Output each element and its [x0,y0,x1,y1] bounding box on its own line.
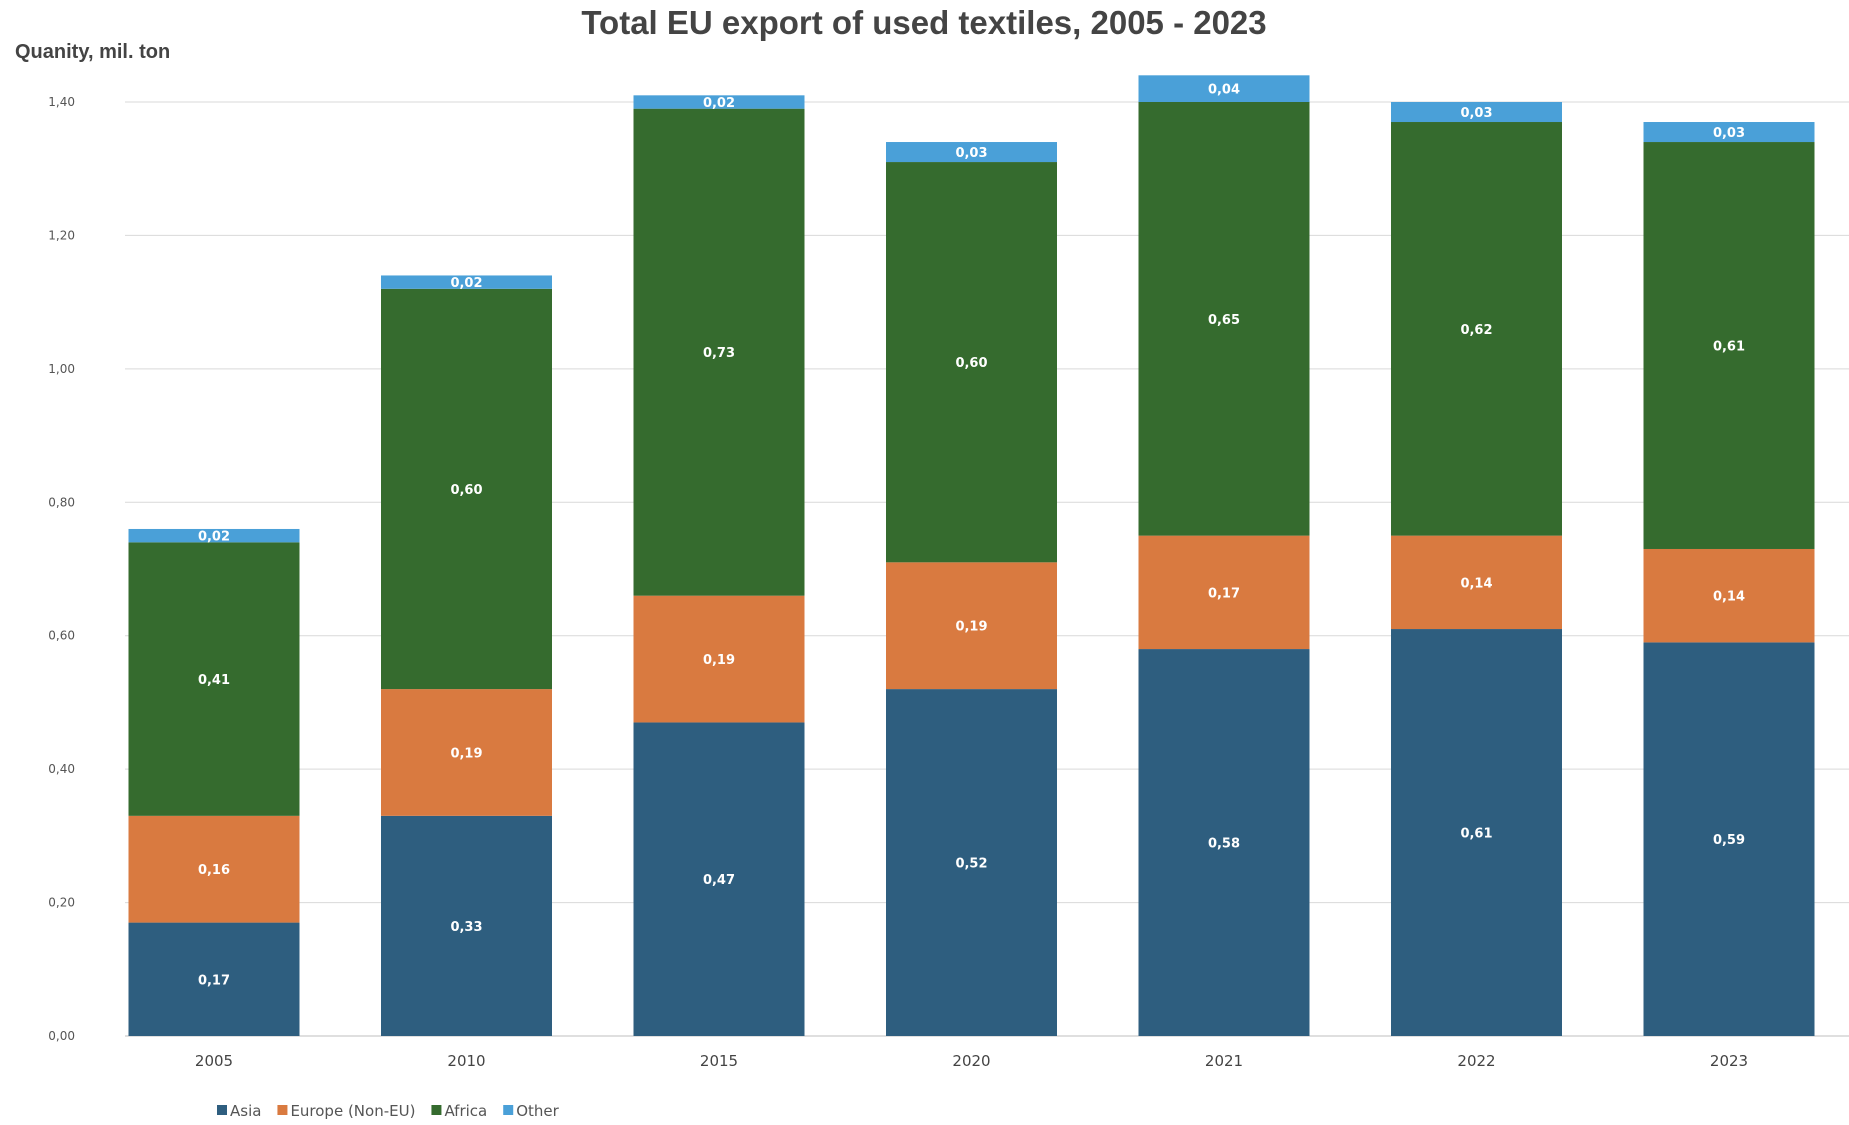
legend: Asia Europe (Non-EU) Africa Other [217,1102,560,1120]
data-label: 0,19 [955,620,987,635]
bar-africa-2020 [886,162,1057,563]
bar-asia-2015 [633,722,805,1036]
data-label: 0,62 [1460,323,1492,338]
data-label: 0,65 [1208,313,1240,328]
x-tick-label: 2022 [1457,1052,1495,1070]
y-tick-label: 0,80 [48,495,75,509]
legend-swatch [431,1105,442,1115]
x-tick-label: 2020 [952,1052,990,1070]
x-axis-ticks: 2005 2010 2015 2020 2021 2022 2023 [195,1052,1748,1070]
legend-label: Asia [230,1102,261,1120]
bar-africa-2023 [1643,142,1815,549]
data-label: 0,02 [703,96,735,111]
y-tick-label: 0,00 [48,1029,75,1043]
data-label: 0,17 [198,973,230,988]
x-tick-label: 2010 [447,1052,485,1070]
data-label: 0,33 [450,920,482,935]
data-label: 0,58 [1208,837,1240,852]
x-tick-label: 2021 [1205,1052,1243,1070]
x-tick-label: 2023 [1710,1052,1748,1070]
y-tick-label: 1,00 [48,362,75,376]
data-label: 0,03 [955,146,987,161]
bar-africa-2022 [1391,122,1562,536]
y-tick-label: 1,40 [48,95,75,109]
y-axis-label: Quanity, mil. ton [15,41,170,63]
x-tick-label: 2005 [195,1052,233,1070]
y-tick-label: 0,40 [48,762,75,776]
legend-label: Other [516,1102,559,1120]
bars [128,75,1815,1036]
data-label: 0,61 [1713,340,1745,355]
bar-asia-2020 [886,689,1057,1036]
data-label: 0,61 [1460,827,1492,842]
bar-europe-non-eu-2023 [1643,548,1815,643]
bar-africa-2015 [633,108,805,596]
data-label: 0,60 [955,356,987,371]
data-labels: 0,17 0,16 0,41 0,02 0,33 0,19 0,60 0,02 0,47 0,19… [198,83,1745,989]
data-label: 0,14 [1460,576,1492,591]
data-label: 0,02 [450,276,482,291]
data-label: 0,03 [1460,106,1492,121]
data-label: 0,02 [198,530,230,545]
data-label: 0,03 [1713,126,1745,141]
data-label: 0,14 [1713,590,1745,605]
bar-europe-non-eu-2021 [1138,535,1310,650]
y-tick-label: 0,60 [48,629,75,643]
bar-other-2022 [1391,102,1562,123]
data-label: 0,04 [1208,83,1240,98]
data-label: 0,17 [1208,586,1240,601]
x-tick-label: 2015 [700,1052,738,1070]
chart-title: Total EU export of used textiles, 2005 -… [581,4,1266,41]
bar-europe-non-eu-2010 [381,689,552,816]
bar-africa-2005 [128,542,300,816]
bar-europe-non-eu-2022 [1391,535,1562,630]
legend-label: Europe (Non-EU) [290,1102,415,1120]
y-tick-label: 1,20 [48,228,75,242]
data-label: 0,59 [1713,833,1745,848]
legend-swatch [503,1105,514,1115]
bar-other-2005 [128,528,300,543]
legend-swatch [277,1105,288,1115]
y-axis-ticks: 0,00 0,20 0,40 0,60 0,80 1,00 1,20 1,40 [48,95,75,1043]
bar-africa-2021 [1138,102,1310,536]
bar-asia-2010 [381,815,552,1036]
data-label: 0,16 [198,863,230,878]
legend-swatch [217,1105,227,1115]
bar-other-2023 [1643,122,1815,143]
data-label: 0,73 [703,346,735,361]
bar-asia-2023 [1643,642,1815,1036]
bar-europe-non-eu-2015 [633,595,805,723]
y-tick-label: 0,20 [48,896,75,910]
bar-europe-non-eu-2020 [886,562,1057,690]
bar-other-2021 [1138,75,1310,102]
bar-africa-2010 [381,288,552,690]
data-label: 0,60 [450,483,482,498]
bar-other-2010 [381,275,552,289]
bar-asia-2022 [1391,629,1562,1036]
bar-europe-non-eu-2005 [128,815,300,923]
bar-other-2015 [633,95,805,109]
bar-asia-2021 [1138,649,1310,1036]
bar-asia-2005 [128,922,300,1036]
legend-label: Africa [444,1102,487,1120]
data-label: 0,19 [703,653,735,668]
data-label: 0,41 [198,673,230,688]
data-label: 0,19 [450,746,482,761]
data-label: 0,47 [703,873,735,888]
bar-other-2020 [886,142,1057,163]
data-label: 0,52 [955,857,987,872]
